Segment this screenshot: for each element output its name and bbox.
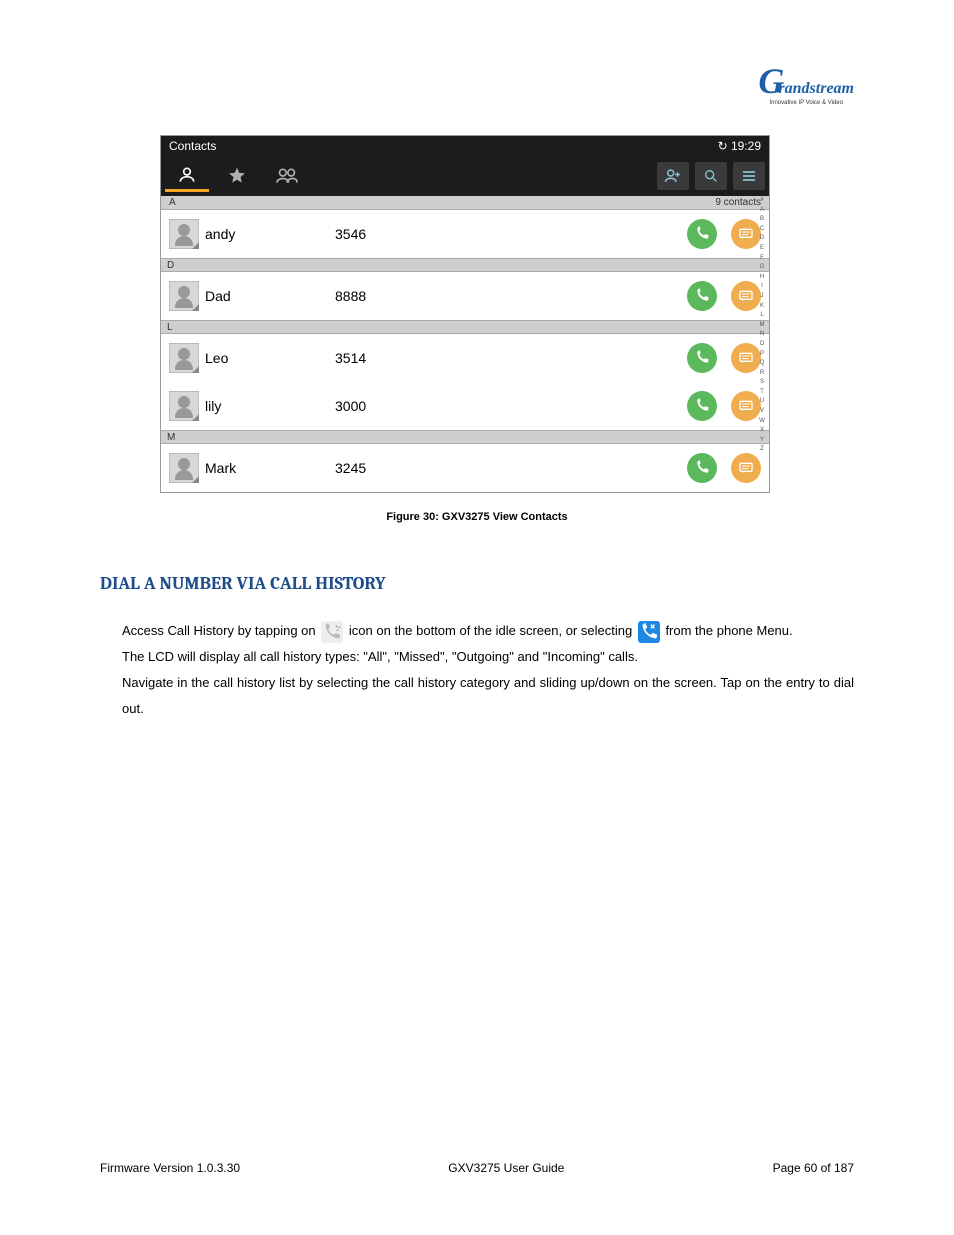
index-letter[interactable]: B [757,215,767,225]
index-letter[interactable]: A [757,206,767,216]
index-letter[interactable]: C [757,225,767,235]
call-button[interactable] [687,453,717,483]
contact-row[interactable]: lily3000 [161,382,769,430]
call-history-blue-icon [638,621,660,643]
phone-icon [694,398,710,414]
section-header: D [161,258,769,272]
section-heading: DIAL A NUMBER VIA CALL HISTORY [100,573,854,594]
section-letter: A [169,197,176,208]
footer-version: Firmware Version 1.0.3.30 [100,1161,240,1175]
message-icon [738,460,754,476]
contact-name: Mark [205,460,335,476]
page-footer: Firmware Version 1.0.3.30 GXV3275 User G… [100,1161,854,1175]
avatar [169,453,199,483]
search-button[interactable] [695,162,727,190]
section-header: M [161,430,769,444]
index-letter[interactable]: H [757,273,767,283]
contact-name: Leo [205,350,335,366]
avatar [169,219,199,249]
index-letter[interactable]: R [757,369,767,379]
index-letter[interactable]: M [757,321,767,331]
tab-contacts[interactable] [165,160,209,192]
index-letter[interactable]: Z [757,445,767,455]
search-icon [703,168,719,184]
index-letter[interactable]: K [757,302,767,312]
tab-bar [161,156,769,196]
contact-number: 3546 [335,226,673,242]
phone-icon [694,350,710,366]
add-contact-button[interactable] [657,162,689,190]
contact-row[interactable]: Leo3514 [161,334,769,382]
call-button[interactable] [687,219,717,249]
tab-groups[interactable] [265,160,309,192]
logo-brand-text: randstream [778,80,854,97]
footer-title: GXV3275 User Guide [448,1161,564,1175]
call-button[interactable] [687,281,717,311]
contact-row[interactable]: andy3546 [161,210,769,258]
list-info-row: A 9 contacts [161,196,769,210]
contact-name: Dad [205,288,335,304]
avatar [169,281,199,311]
index-letter[interactable]: U [757,397,767,407]
index-letter[interactable]: J [757,292,767,302]
star-icon [227,166,247,186]
index-letter[interactable]: P [757,350,767,360]
index-letter[interactable]: V [757,407,767,417]
section-header: L [161,320,769,334]
logo-tagline: Innovative IP Voice & Video [758,100,854,106]
phone-icon [694,288,710,304]
contact-name: andy [205,226,335,242]
index-letter[interactable]: # [757,196,767,206]
status-bar: Contacts ↻ 19:29 [161,136,769,156]
menu-button[interactable] [733,162,765,190]
contact-number: 8888 [335,288,673,304]
contact-number: 3514 [335,350,673,366]
index-letter[interactable]: G [757,263,767,273]
hamburger-icon [741,169,757,183]
clock: ↻ 19:29 [718,139,761,153]
group-icon [275,166,299,186]
avatar [169,343,199,373]
index-letter[interactable]: N [757,330,767,340]
contacts-screenshot: Contacts ↻ 19:29 [160,135,770,493]
alphabet-index[interactable]: #ABCDEFGHIJKLMNOPQRSTUVWXYZ [757,196,767,455]
contact-number: 3000 [335,398,673,414]
footer-page: Page 60 of 187 [773,1161,854,1175]
index-letter[interactable]: Q [757,359,767,369]
index-letter[interactable]: W [757,417,767,427]
figure-caption: Figure 30: GXV3275 View Contacts [100,511,854,523]
contact-row[interactable]: Dad8888 [161,272,769,320]
index-letter[interactable]: S [757,378,767,388]
message-icon [738,350,754,366]
index-letter[interactable]: X [757,426,767,436]
message-icon [738,398,754,414]
index-letter[interactable]: I [757,282,767,292]
contact-name: lily [205,398,335,414]
call-button[interactable] [687,391,717,421]
brand-logo: Grandstream Innovative IP Voice & Video [758,60,854,106]
call-button[interactable] [687,343,717,373]
message-icon [738,226,754,242]
contact-row[interactable]: Mark3245 [161,444,769,492]
add-person-icon [664,168,682,184]
index-letter[interactable]: F [757,254,767,264]
index-letter[interactable]: L [757,311,767,321]
phone-icon [694,226,710,242]
index-letter[interactable]: D [757,234,767,244]
call-history-gray-icon [321,621,343,643]
index-letter[interactable]: T [757,388,767,398]
body-paragraph: Access Call History by tapping on icon o… [122,618,854,722]
index-letter[interactable]: Y [757,436,767,446]
index-letter[interactable]: E [757,244,767,254]
avatar [169,391,199,421]
app-title: Contacts [169,139,216,153]
index-letter[interactable]: O [757,340,767,350]
contact-count: 9 contacts [715,197,761,208]
contact-number: 3245 [335,460,673,476]
message-icon [738,288,754,304]
tab-favorites[interactable] [215,160,259,192]
person-icon [177,165,197,185]
message-button[interactable] [731,453,761,483]
phone-icon [694,460,710,476]
